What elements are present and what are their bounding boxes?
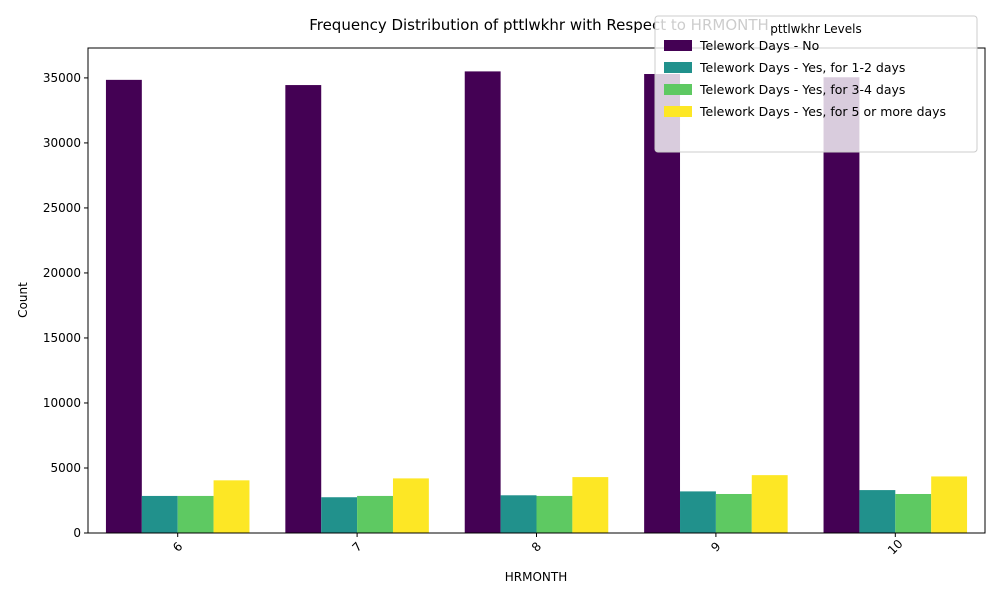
- bar-6-series-1: [105, 79, 142, 534]
- bar-8-series-4: [572, 477, 609, 533]
- bar-10-series-4: [931, 476, 968, 533]
- x-tick-label: 10: [885, 537, 906, 558]
- bar-8-series-2: [500, 495, 537, 533]
- y-axis-label: Count: [16, 282, 30, 318]
- y-tick-label: 20000: [43, 266, 81, 280]
- bar-6-series-3: [177, 495, 214, 533]
- bar-7-series-1: [285, 85, 322, 533]
- x-tick-label: 6: [170, 539, 185, 554]
- legend-swatch-series-3: [664, 84, 692, 95]
- chart-title: Frequency Distribution of pttlwkhr with …: [309, 16, 769, 34]
- y-tick-label: 5000: [50, 461, 81, 475]
- legend-label-series-1: Telework Days - No: [699, 38, 819, 53]
- legend-label-series-2: Telework Days - Yes, for 1-2 days: [699, 60, 905, 75]
- bar-9-series-2: [680, 491, 716, 533]
- legend: pttlwkhr Levels Telework Days - No Telewor…: [654, 15, 978, 153]
- bar-7-series-2: [321, 497, 358, 533]
- bar-6-series-2: [141, 495, 178, 533]
- y-tick-label: 0: [73, 526, 81, 540]
- bar-7-series-4: [392, 478, 429, 533]
- x-tick-label: 7: [349, 539, 364, 554]
- legend-label-series-4: Telework Days - Yes, for 5 or more days: [699, 104, 946, 119]
- bar-8-series-1: [464, 71, 501, 534]
- x-tick-label: 9: [708, 539, 723, 554]
- bar-6-series-4: [213, 480, 250, 533]
- x-axis-label: HRMONTH: [505, 570, 568, 584]
- bar-7-series-3: [357, 495, 393, 533]
- bar-10-series-3: [895, 493, 932, 533]
- y-tick-label: 35000: [43, 71, 81, 85]
- legend-title: pttlwkhr Levels: [770, 22, 861, 36]
- bar-10-series-1: [823, 77, 860, 533]
- legend-swatch-series-1: [664, 40, 692, 51]
- legend-label-series-3: Telework Days - Yes, for 3-4 days: [699, 82, 905, 97]
- bar-9-series-4: [751, 475, 788, 533]
- y-tick-label: 25000: [43, 201, 81, 215]
- y-tick-label: 30000: [43, 136, 81, 150]
- bar-10-series-2: [859, 490, 896, 533]
- legend-swatch-series-4: [664, 106, 692, 117]
- y-tick-label: 15000: [43, 331, 81, 345]
- bar-9-series-3: [715, 493, 752, 533]
- legend-box: [654, 15, 978, 153]
- legend-swatch-series-2: [664, 62, 692, 73]
- y-tick-label: 10000: [43, 396, 81, 410]
- x-tick-label: 8: [529, 539, 544, 554]
- bar-8-series-3: [536, 495, 573, 533]
